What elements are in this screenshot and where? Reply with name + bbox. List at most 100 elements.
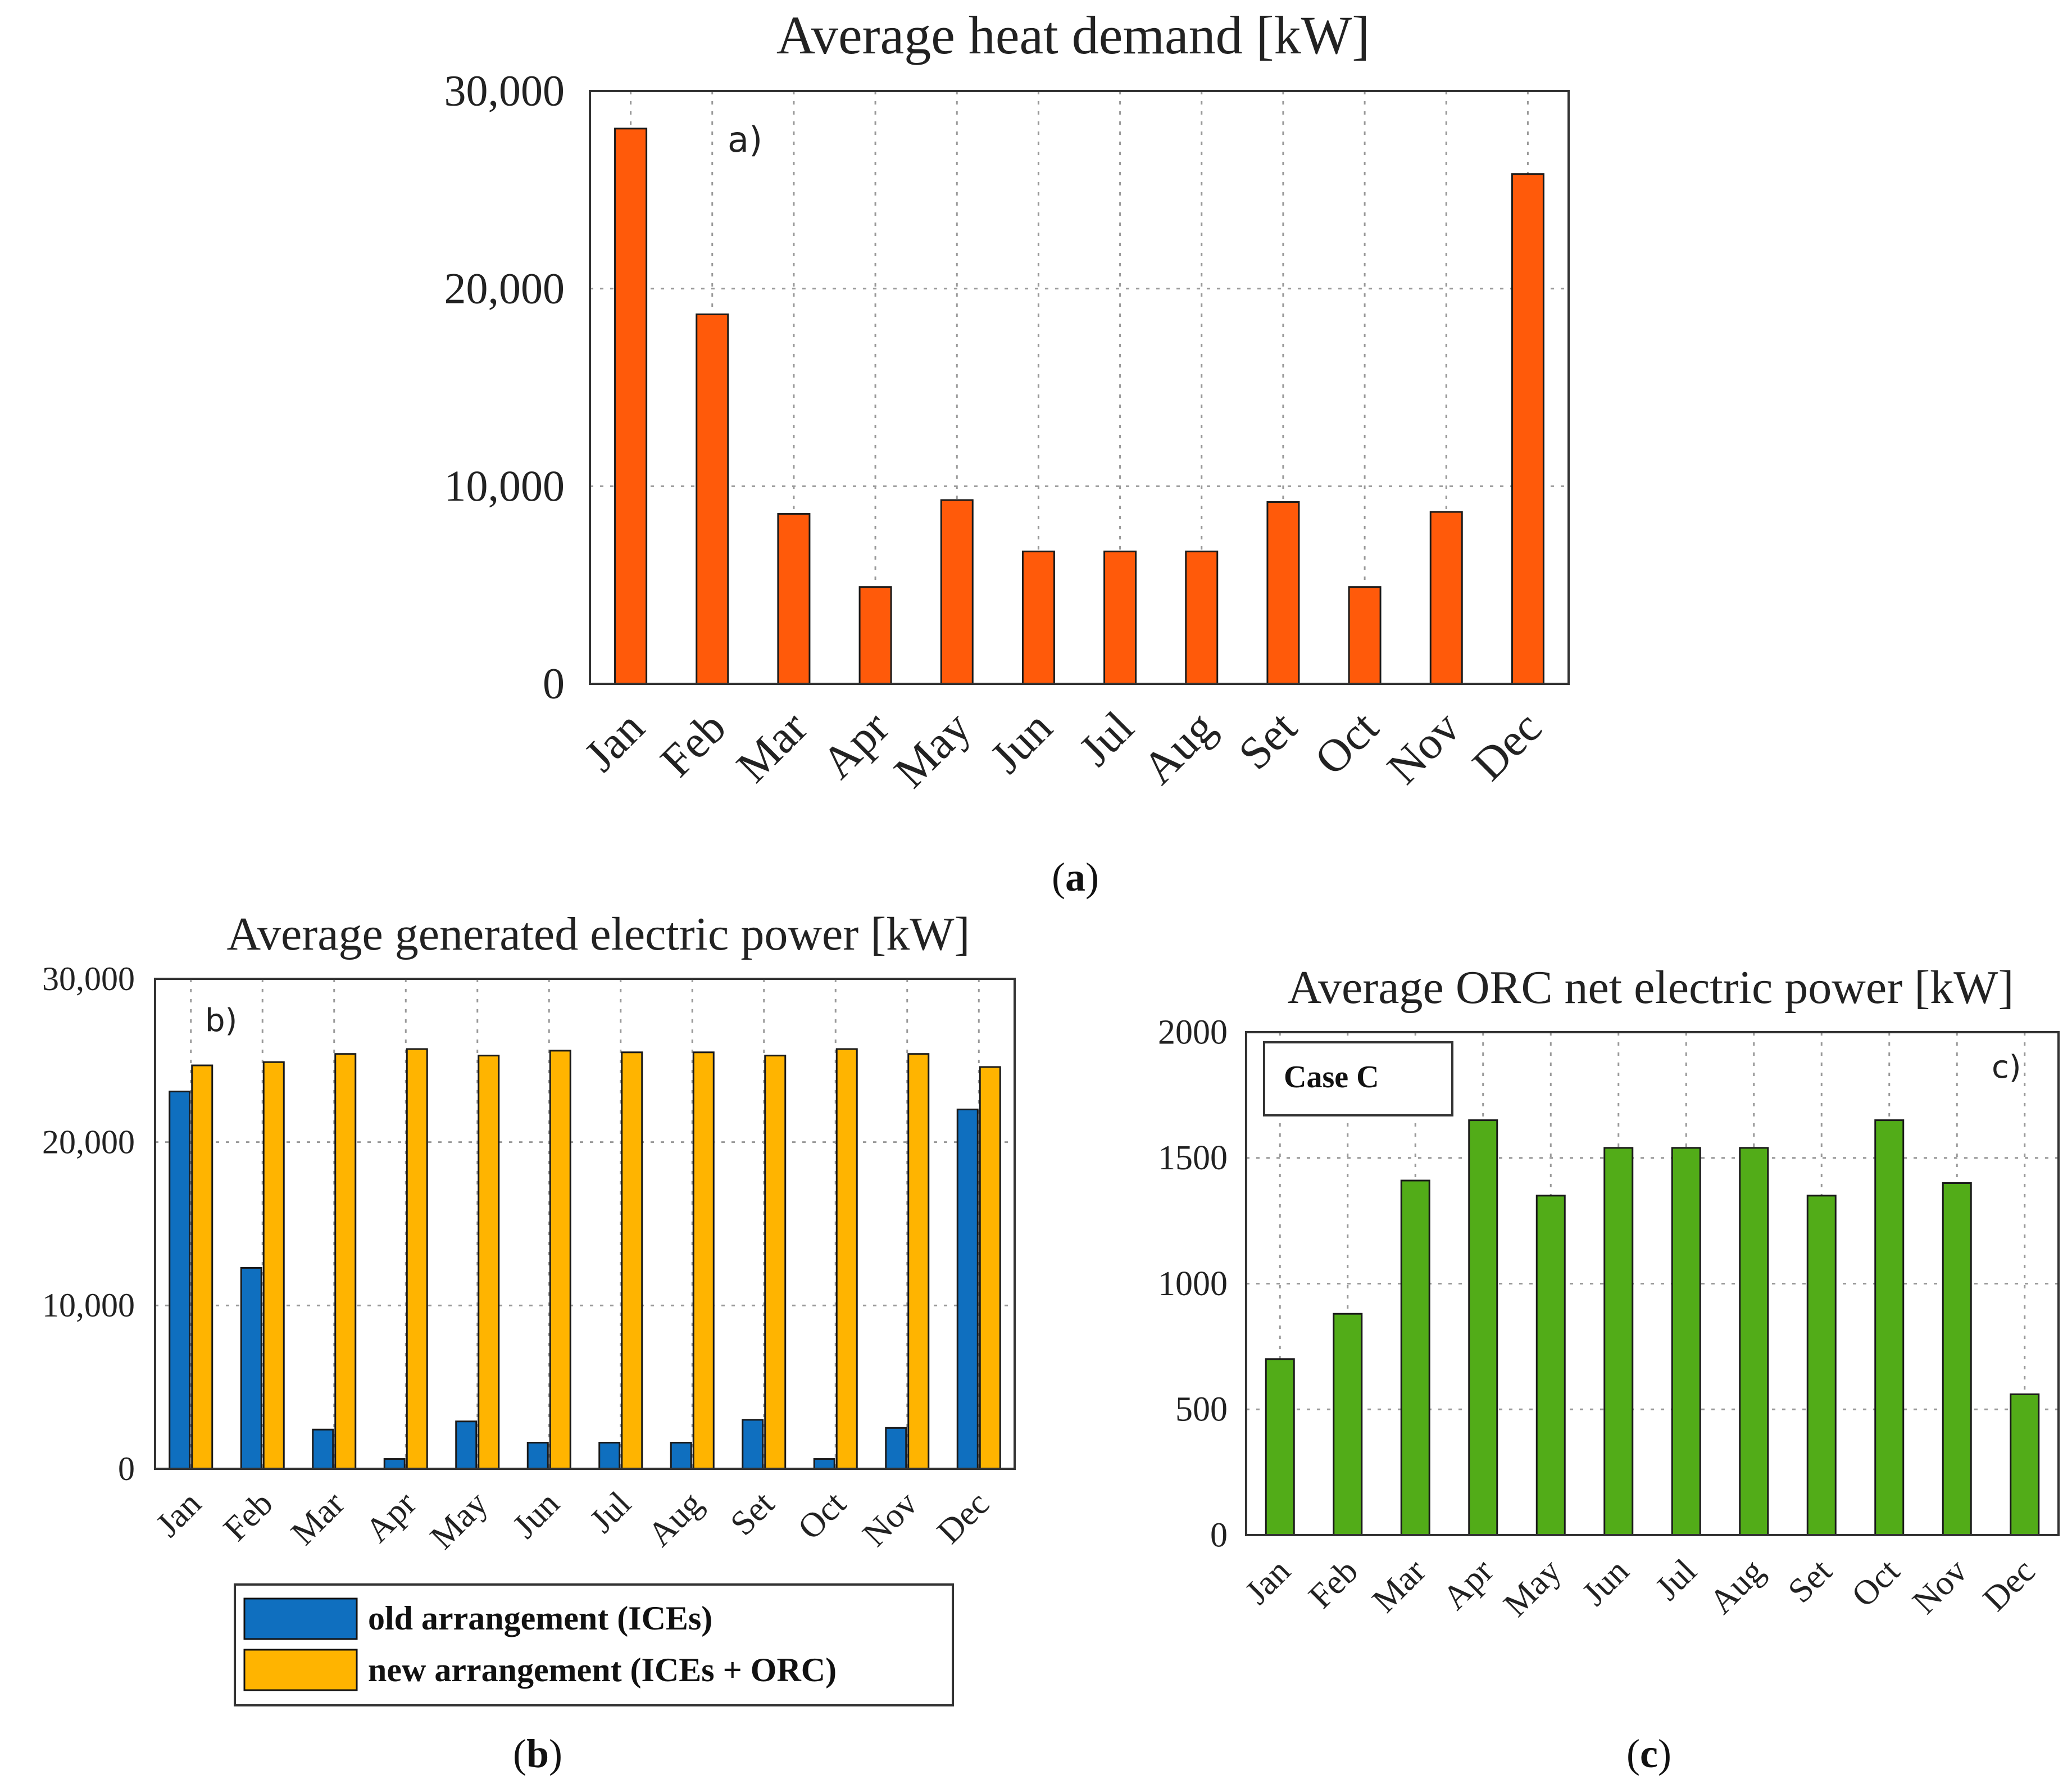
chart-a-xtick: Jul bbox=[1069, 701, 1143, 775]
chart-c-xtick: May bbox=[1496, 1552, 1568, 1624]
chart-b-bar-new-set bbox=[764, 1055, 787, 1470]
chart-c-xtick: Nov bbox=[1905, 1552, 1975, 1622]
chart-b-bar-old-oct bbox=[813, 1458, 835, 1470]
chart-a-title: Average heat demand [kW] bbox=[776, 5, 1370, 65]
caption-b-letter: b bbox=[526, 1731, 549, 1776]
chart-c-bar-aug bbox=[1739, 1147, 1769, 1536]
chart-a-ytick: 10,000 bbox=[444, 461, 565, 510]
chart-a-ytick: 20,000 bbox=[444, 264, 565, 312]
chart-a-bar-jul bbox=[1103, 550, 1137, 685]
case-label-box bbox=[1263, 1041, 1453, 1116]
chart-a-ytick: 30,000 bbox=[444, 66, 565, 115]
chart-a-xtick: Set bbox=[1229, 701, 1307, 779]
chart-b-xtick: Apr bbox=[358, 1485, 424, 1550]
chart-b-frame bbox=[154, 978, 1016, 1470]
chart-a-xtick: Jun bbox=[980, 701, 1062, 783]
chart-b-bar-old-jun bbox=[526, 1441, 549, 1470]
chart-b-xtick: Jan bbox=[149, 1485, 209, 1545]
panel-a: Average heat demand [kW] 0 10,000 20,000 30… bbox=[444, 5, 1570, 900]
chart-a-bar-mar bbox=[777, 513, 811, 685]
chart-b-bar-new-jul bbox=[621, 1051, 643, 1470]
legend-label-new: new arrangement (ICEs + ORC) bbox=[368, 1651, 837, 1688]
chart-c-bar-apr bbox=[1468, 1119, 1498, 1536]
chart-b-bar-new-may bbox=[478, 1055, 500, 1470]
chart-b-xtick: Jul bbox=[583, 1485, 638, 1540]
chart-b-bar-old-jan bbox=[169, 1091, 191, 1470]
chart-b-bar-new-aug bbox=[692, 1051, 715, 1470]
chart-b-bar-new-dec bbox=[979, 1066, 1001, 1470]
chart-c-bar-set bbox=[1806, 1195, 1837, 1536]
chart-c-xtick: Jun bbox=[1575, 1552, 1636, 1613]
chart-a-bar-jun bbox=[1021, 550, 1055, 685]
chart-c-bar-nov bbox=[1942, 1182, 1972, 1536]
chart-b-bar-old-dec bbox=[956, 1109, 979, 1470]
chart-c-xtick: Apr bbox=[1435, 1552, 1501, 1618]
chart-b-bar-new-jun bbox=[549, 1050, 571, 1470]
chart-a-bar-oct bbox=[1348, 586, 1382, 685]
caption-c-letter: c bbox=[1640, 1731, 1658, 1776]
chart-b-bar-new-nov bbox=[907, 1053, 930, 1470]
chart-c-bar-jun bbox=[1603, 1147, 1634, 1536]
chart-b-xtick: Aug bbox=[640, 1485, 710, 1554]
chart-a-xtick: Nov bbox=[1377, 701, 1469, 793]
panel-b: Average generated electric power [kW] 0 1… bbox=[42, 908, 1016, 1776]
legend-swatch-old bbox=[243, 1597, 358, 1640]
chart-b-ytick: 0 bbox=[118, 1450, 135, 1487]
chart-b-xtick: May bbox=[423, 1485, 495, 1556]
chart-a-bar-nov bbox=[1429, 511, 1463, 685]
chart-b-xtick: Mar bbox=[284, 1485, 352, 1553]
chart-b-bar-old-nov bbox=[885, 1427, 907, 1470]
chart-c-xtick: Jan bbox=[1238, 1552, 1298, 1612]
chart-b-annotation: b) bbox=[205, 1002, 237, 1039]
chart-b-ytick: 10,000 bbox=[42, 1287, 135, 1324]
chart-c-ytick: 0 bbox=[1210, 1516, 1228, 1554]
chart-a-xtick: Aug bbox=[1133, 701, 1225, 793]
chart-b-bar-old-set bbox=[742, 1419, 764, 1470]
panel-c: Average ORC net electric power [kW] 0 500… bbox=[1158, 961, 2060, 1776]
chart-a-xtick: Mar bbox=[726, 701, 817, 792]
chart-a-bar-feb bbox=[696, 313, 729, 685]
chart-c-ytick: 500 bbox=[1175, 1391, 1228, 1429]
chart-c-ytick: 1500 bbox=[1158, 1139, 1228, 1177]
chart-b-bar-old-apr bbox=[383, 1458, 406, 1470]
chart-c-xtick: Jul bbox=[1648, 1552, 1704, 1608]
chart-c-xtick: Oct bbox=[1844, 1552, 1907, 1614]
chart-b-xtick: Oct bbox=[790, 1485, 853, 1547]
legend-swatch-new bbox=[243, 1649, 358, 1691]
chart-a-ytick: 0 bbox=[543, 659, 565, 708]
chart-a-xtick: Feb bbox=[651, 701, 735, 786]
chart-a-bar-apr bbox=[858, 586, 892, 685]
chart-b-bar-new-oct bbox=[835, 1048, 858, 1470]
legend-label-old: old arrangement (ICEs) bbox=[368, 1600, 712, 1637]
chart-c-bar-oct bbox=[1874, 1119, 1905, 1536]
chart-b-ytick: 20,000 bbox=[42, 1123, 135, 1160]
chart-c-xtick: Mar bbox=[1365, 1552, 1433, 1620]
chart-a-xtick: Apr bbox=[812, 701, 899, 788]
chart-b-bar-old-aug bbox=[670, 1441, 692, 1470]
caption-a-letter: a bbox=[1065, 855, 1085, 900]
legend-b: old arrangement (ICEs) new arrangement (… bbox=[234, 1583, 954, 1706]
chart-b-bar-old-jul bbox=[598, 1441, 621, 1470]
chart-b-xtick: Nov bbox=[856, 1485, 925, 1554]
chart-a-frame bbox=[589, 90, 1570, 685]
chart-b-xtick: Feb bbox=[216, 1485, 280, 1549]
chart-c-bar-jul bbox=[1671, 1147, 1701, 1536]
chart-c-ytick: 1000 bbox=[1158, 1265, 1228, 1303]
chart-b-bar-old-mar bbox=[312, 1428, 334, 1470]
chart-a-bar-set bbox=[1266, 501, 1300, 685]
chart-b-bar-new-mar bbox=[334, 1053, 357, 1470]
chart-b-title: Average generated electric power [kW] bbox=[227, 908, 970, 960]
caption-c: (c) bbox=[1626, 1731, 1671, 1776]
caption-b: (b) bbox=[513, 1731, 562, 1776]
chart-a-xtick: Jan bbox=[574, 701, 654, 781]
chart-c-bar-jan bbox=[1265, 1358, 1295, 1536]
case-label: Case C bbox=[1284, 1060, 1379, 1095]
chart-c-title: Average ORC net electric power [kW] bbox=[1288, 961, 2014, 1014]
chart-b-bar-old-may bbox=[455, 1420, 478, 1470]
chart-c-bar-mar bbox=[1400, 1179, 1430, 1536]
chart-a-bar-may bbox=[940, 499, 974, 685]
chart-c-bar-dec bbox=[2010, 1393, 2040, 1536]
chart-a-annotation: a) bbox=[728, 119, 762, 160]
chart-b-xtick: Jun bbox=[506, 1485, 567, 1546]
